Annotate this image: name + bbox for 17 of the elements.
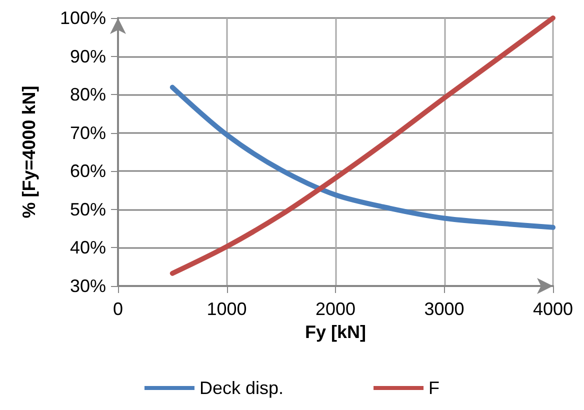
x-axis-title: Fy [kN] xyxy=(304,322,366,342)
y-tick-label: 90% xyxy=(70,46,106,66)
x-tick-label: 2000 xyxy=(315,299,356,319)
y-tick-label: 40% xyxy=(70,238,106,258)
y-tick-label: 50% xyxy=(70,199,106,220)
y-tick-label: 70% xyxy=(70,122,106,143)
y-tick-label: 100% xyxy=(60,8,106,28)
x-tick-label: 3000 xyxy=(424,299,464,319)
legend-label: F xyxy=(428,378,440,398)
y-tick-label: 60% xyxy=(70,161,106,182)
x-tick-label: 0 xyxy=(112,299,124,319)
y-tick-label: 80% xyxy=(70,84,106,105)
x-tick-label: 1000 xyxy=(206,299,247,319)
y-tick-label: 30% xyxy=(70,276,106,296)
legend-label: Deck disp. xyxy=(199,378,284,398)
y-axis-title: % [Fy=4000 kN] xyxy=(19,86,39,218)
x-tick-label: 4000 xyxy=(532,299,574,319)
